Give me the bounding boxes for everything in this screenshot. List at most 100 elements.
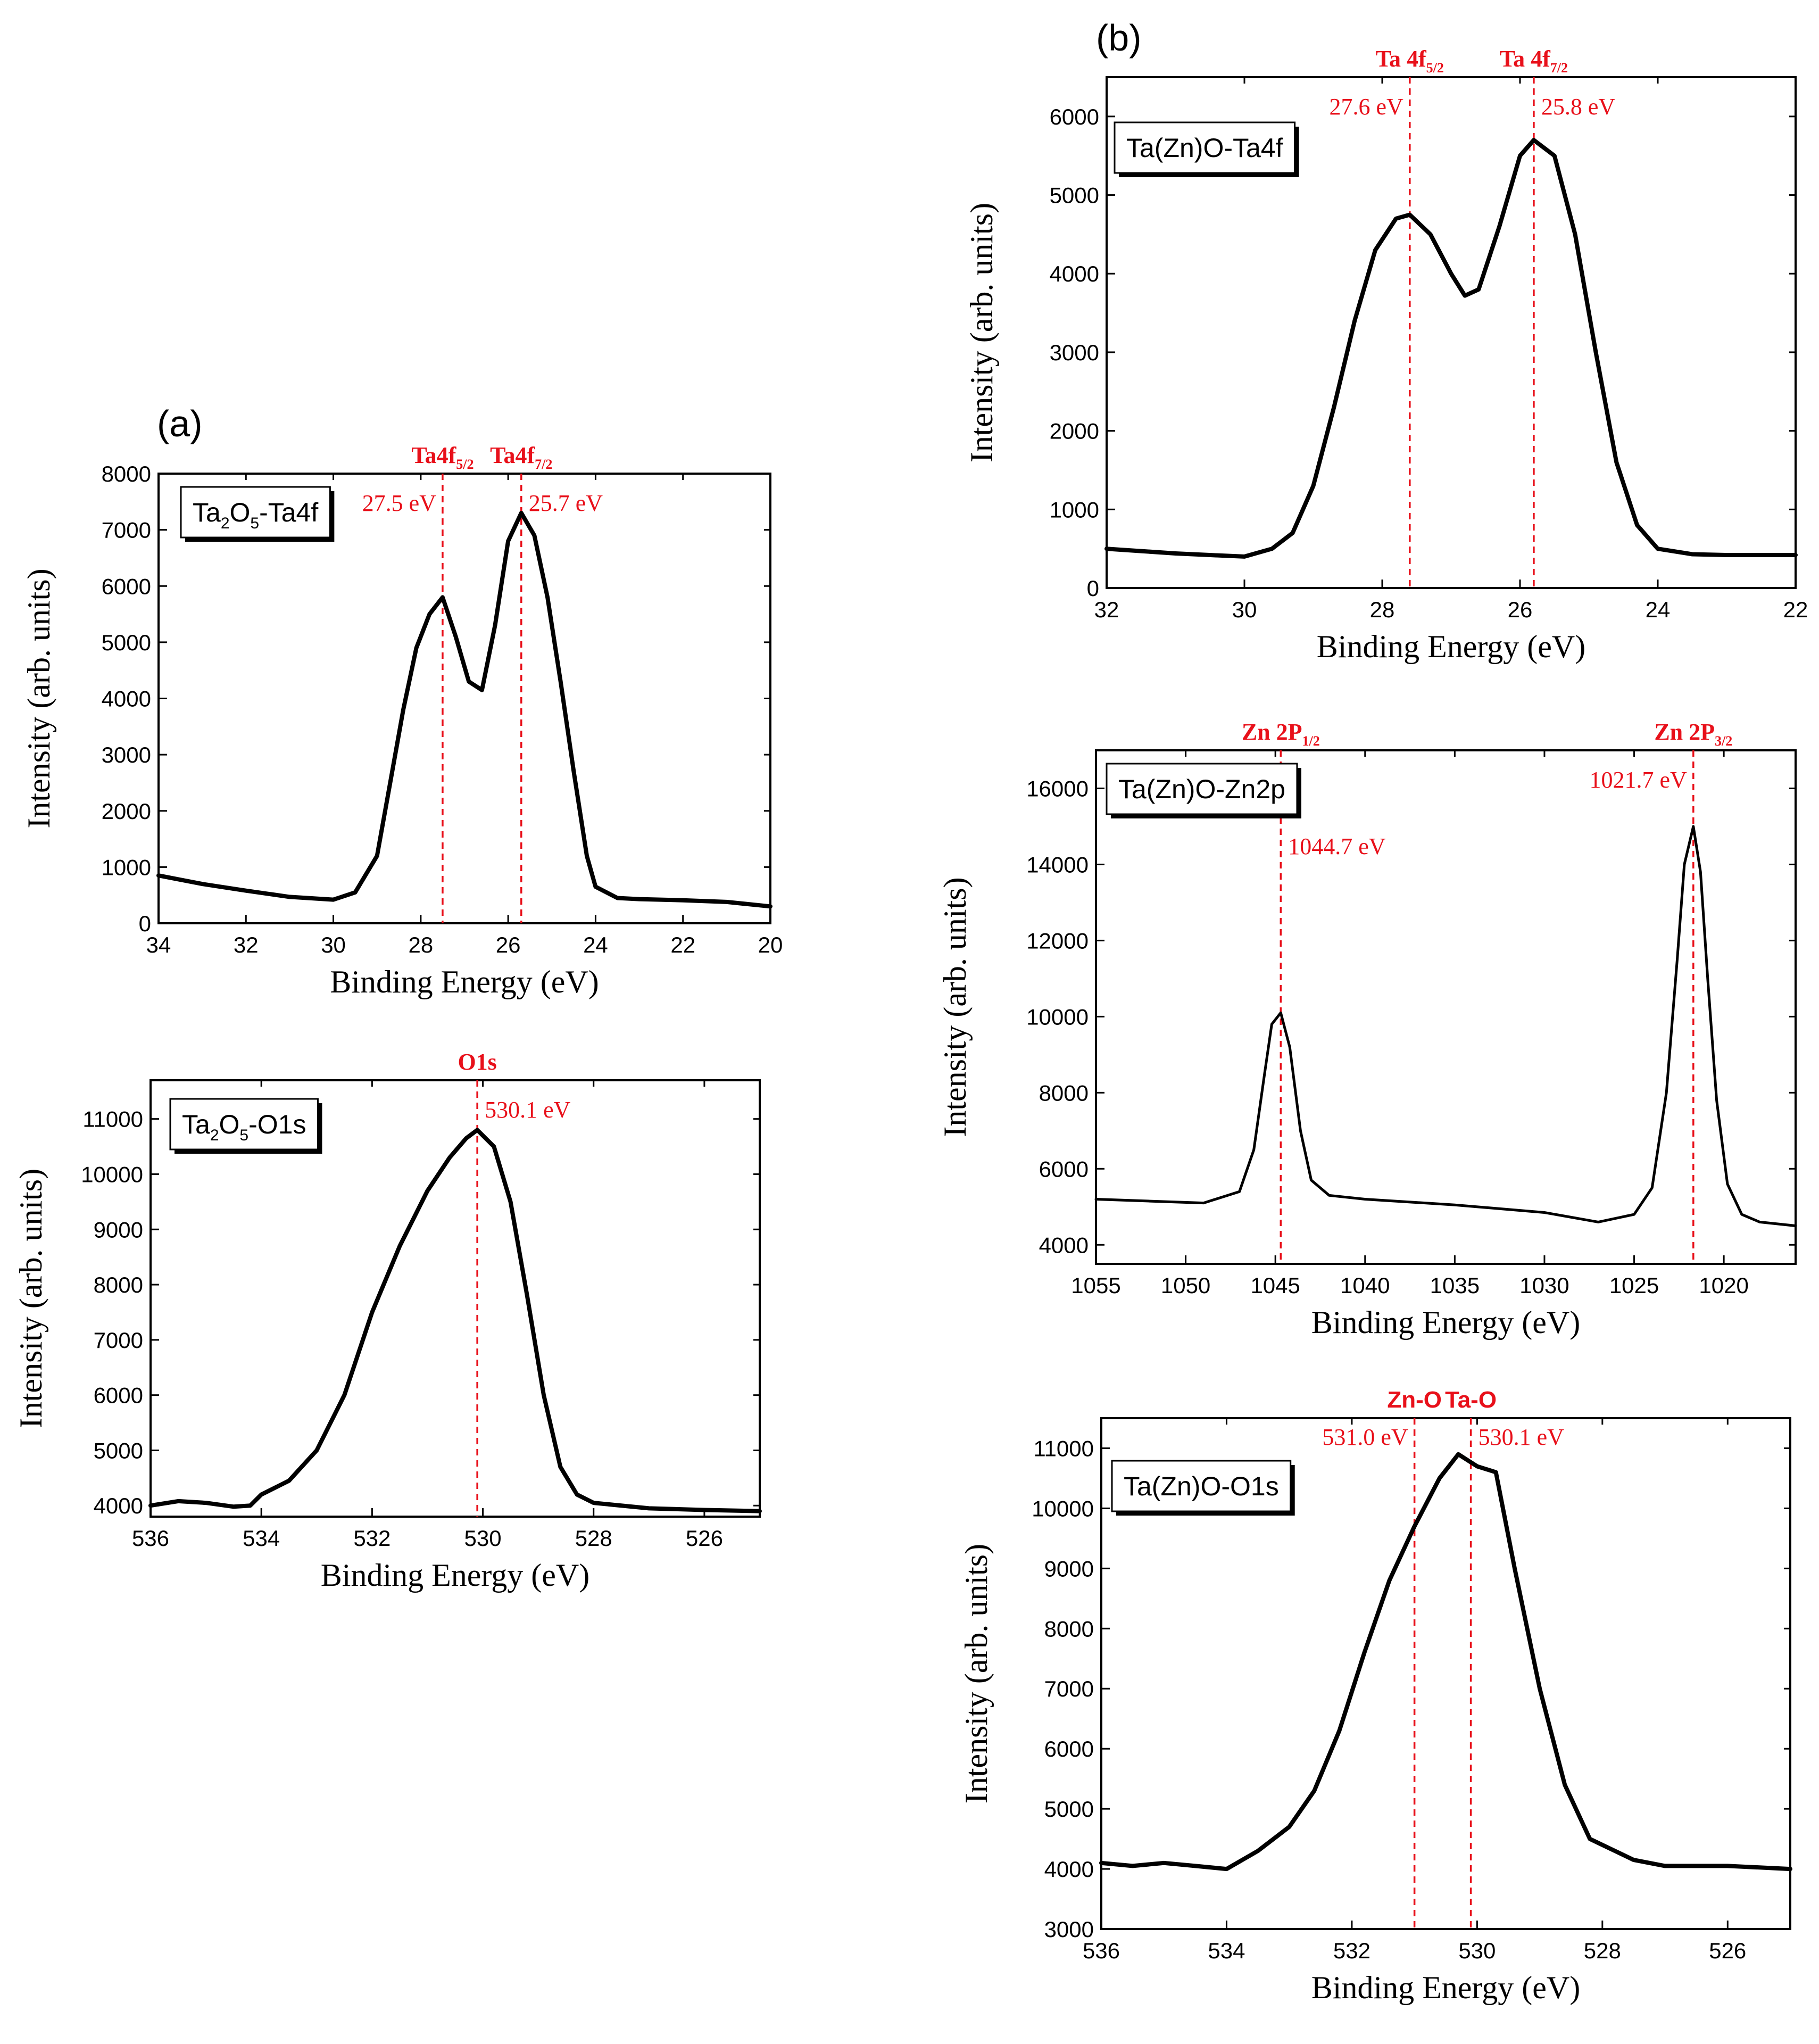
text-part: Zn-O (1387, 1387, 1442, 1413)
y-tick-label: 7000 (94, 1328, 143, 1353)
charts-group: 34 32 30 28 26 24 22 20010002000300040005000600… (13, 46, 1808, 2005)
y-axis-title: Intensity (arb. units) (964, 203, 999, 462)
x-tick-label: 526 (1709, 1938, 1746, 1963)
legend-label: Ta(Zn)O-O1s (1124, 1471, 1279, 1501)
text-part: Ta 4f (1376, 46, 1427, 72)
text-part: Ta-O (1445, 1387, 1497, 1413)
x-tick-label: 1020 (1699, 1273, 1748, 1298)
plot-frame (1095, 749, 1797, 1265)
x-tick-label: 22 (670, 932, 695, 957)
legend-label: Ta2O5-Ta4f (193, 498, 318, 532)
peak-energy-label: 530.1 eV (485, 1097, 571, 1123)
legend-frame (1111, 1460, 1292, 1512)
peak-energy-label: 27.6 eV (1329, 94, 1403, 120)
chart-b-o1s: 536 534 532 530 528 526 3000 4000 5000 6000 7000 80… (959, 1387, 1792, 2005)
legend-label: Ta(Zn)O-Zn2p (1118, 774, 1285, 804)
spectrum-line (148, 1128, 762, 1513)
subscript: 7/2 (535, 457, 552, 472)
y-tick-label: 0 (139, 911, 151, 936)
x-tick-label: 30 (321, 932, 346, 957)
y-tick-label: 5000 (1050, 183, 1099, 208)
y-tick-label: 3000 (1050, 340, 1099, 365)
x-tick-label: 1050 (1161, 1273, 1210, 1298)
y-tick-label: 1000 (1050, 497, 1099, 522)
peak-energy-label: 27.5 eV (362, 490, 437, 516)
text-part: Ta4f (411, 442, 456, 468)
y-tick-label: 10000 (81, 1162, 143, 1187)
x-tick-label: 24 (583, 932, 608, 957)
peak-name-label: Ta4f5/2 (411, 442, 474, 472)
peak-name-label: Zn-O (1387, 1387, 1442, 1413)
peak-energy-label: 531.0 eV (1322, 1424, 1408, 1450)
y-tick-label: 8000 (94, 1272, 143, 1297)
legend-frame (1114, 121, 1296, 174)
x-tick-label: 30 (1232, 597, 1257, 622)
text-part: O (230, 498, 251, 527)
legend-box: Ta(Zn)O-Zn2p (1106, 763, 1301, 818)
spectrum-line (156, 510, 773, 909)
y-tick-label: 0 (1087, 576, 1099, 601)
text-part: Ta4f (490, 442, 535, 468)
x-axis-title: Binding Energy (eV) (330, 964, 599, 999)
text-part: Ta (193, 498, 221, 527)
x-tick-label: 28 (408, 932, 433, 957)
x-tick-label: 528 (1584, 1938, 1621, 1963)
y-tick-label: 2000 (1050, 419, 1099, 444)
subscript: 5 (239, 1127, 248, 1144)
text-part: Ta(Zn)O-Ta4f (1126, 133, 1283, 163)
chart-b-zn2p: 1055 1050 1045 1040 1035 1030 1025 1020 4000 6000… (937, 719, 1797, 1340)
x-tick-label: 536 (1083, 1938, 1120, 1963)
legend-box: Ta(Zn)O-O1s (1111, 1460, 1295, 1516)
x-tick-label: 24 (1646, 597, 1671, 622)
x-tick-label: 1025 (1609, 1273, 1659, 1298)
y-tick-label: 3000 (1044, 1917, 1094, 1942)
y-tick-label: 11000 (1033, 1436, 1094, 1461)
spectrum-line (1099, 1452, 1792, 1872)
panel-label-b: (b) (1096, 17, 1142, 59)
y-axis-title: Intensity (arb. units) (937, 877, 973, 1137)
x-tick-label: 532 (353, 1526, 391, 1551)
x-tick-label: 28 (1370, 597, 1395, 622)
legend-label: Ta(Zn)O-Ta4f (1126, 133, 1283, 163)
peak-name-label: Zn 2P1/2 (1242, 719, 1320, 749)
y-tick-label: 16000 (1026, 776, 1089, 801)
peak-energy-label: 1044.7 eV (1288, 833, 1386, 859)
peak-energy-label: 1021.7 eV (1589, 767, 1687, 793)
y-tick-label: 12000 (1026, 928, 1089, 953)
y-tick-label: 7000 (1044, 1676, 1094, 1701)
legend-frame (1106, 763, 1298, 815)
x-tick-label: 26 (496, 932, 521, 957)
y-tick-label: 4000 (1050, 261, 1099, 286)
peak-energy-label: 25.7 eV (529, 490, 603, 516)
text-part: O1s (458, 1049, 496, 1075)
y-tick-label: 7000 (102, 518, 151, 543)
x-tick-label: 534 (243, 1526, 280, 1551)
legend-box: Ta(Zn)O-Ta4f (1114, 121, 1299, 177)
subscript: 2 (221, 515, 230, 532)
y-tick-label: 1000 (102, 855, 151, 880)
peak-energy-label: 530.1 eV (1479, 1424, 1565, 1450)
text-part: -O1s (248, 1110, 306, 1139)
x-tick-label: 534 (1208, 1938, 1245, 1963)
peak-name-label: Ta 4f5/2 (1376, 46, 1444, 76)
subscript: 5/2 (1426, 60, 1444, 76)
x-tick-label: 20 (758, 932, 783, 957)
subscript: 7/2 (1550, 60, 1568, 76)
x-tick-label: 22 (1783, 597, 1808, 622)
y-tick-label: 5000 (102, 630, 151, 655)
y-tick-label: 3000 (102, 742, 151, 767)
text-part: Zn 2P (1242, 719, 1302, 745)
text-part: Ta 4f (1500, 46, 1551, 72)
y-tick-label: 10000 (1032, 1496, 1094, 1521)
text-part: Ta(Zn)O-Zn2p (1118, 774, 1285, 804)
x-tick-label: 536 (132, 1526, 169, 1551)
y-tick-label: 11000 (82, 1107, 143, 1132)
y-tick-label: 4000 (94, 1493, 143, 1518)
y-tick-label: 9000 (1044, 1556, 1094, 1581)
y-tick-label: 6000 (1039, 1156, 1089, 1181)
legend-box: Ta2O5-Ta4f (180, 486, 335, 542)
y-tick-label: 8000 (1039, 1080, 1089, 1105)
legend-box: Ta2O5-O1s (169, 1098, 322, 1154)
text-part: Zn 2P (1654, 719, 1715, 745)
y-tick-label: 4000 (1039, 1232, 1089, 1257)
